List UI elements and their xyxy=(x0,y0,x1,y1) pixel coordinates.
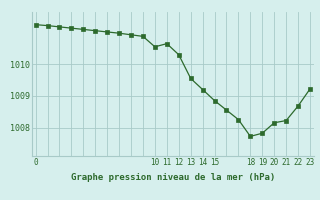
X-axis label: Graphe pression niveau de la mer (hPa): Graphe pression niveau de la mer (hPa) xyxy=(71,173,275,182)
